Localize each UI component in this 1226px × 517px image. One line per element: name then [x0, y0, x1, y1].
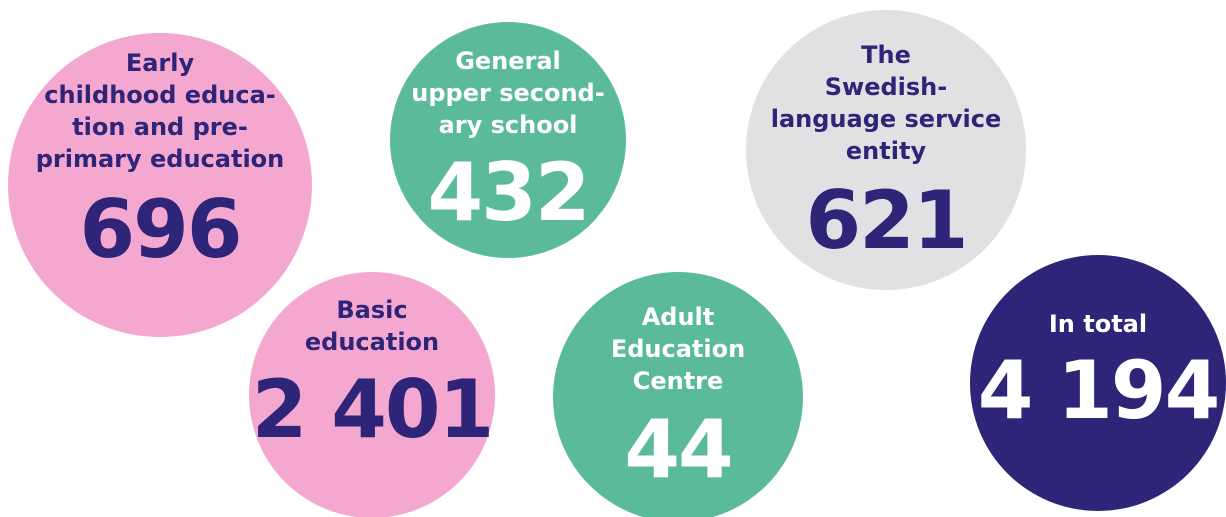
bubble-circle — [390, 22, 626, 258]
bubble-label: Swedish- — [825, 73, 947, 101]
bubble-value: 2 401 — [252, 363, 493, 456]
bubble-circle — [8, 33, 312, 337]
bubble-label: childhood educa- — [44, 81, 275, 109]
bubble-label: Education — [611, 335, 745, 363]
bubble-label: Adult — [642, 303, 715, 331]
bubble: In total 4 194 — [970, 255, 1226, 511]
bubble-label: tion and pre- — [72, 113, 248, 141]
bubble-label: General — [455, 47, 561, 75]
bubble-label: Basic — [336, 296, 407, 324]
bubble-label: Early — [126, 49, 195, 77]
bubble: Adult Education Centre 44 — [553, 272, 803, 517]
bubble-value: 4 194 — [978, 344, 1219, 437]
bubble: The Swedish-language service entity 621 — [746, 10, 1026, 290]
bubble-circle — [746, 10, 1026, 290]
bubble: General upper second-ary school 432 — [390, 22, 626, 258]
bubble-label: ary school — [439, 111, 578, 139]
bubble-label: language service — [771, 105, 1002, 133]
bubble-circle — [249, 272, 495, 517]
bubble: Early childhood educa-tion and pre-primar… — [8, 33, 312, 337]
bubble-value: 432 — [428, 146, 589, 239]
bubble: Basic education 2 401 — [249, 272, 495, 517]
bubble-label: entity — [846, 137, 927, 165]
bubble-label: In total — [1049, 310, 1147, 338]
bubble-circle — [553, 272, 803, 517]
bubble-value: 696 — [80, 183, 241, 276]
bubble-circle — [970, 255, 1226, 511]
bubble-value: 621 — [806, 174, 967, 267]
bubble-label: upper second- — [411, 79, 604, 107]
bubble-label: The — [861, 41, 911, 69]
bubble-value: 44 — [624, 403, 731, 496]
bubble-label: primary education — [36, 145, 285, 173]
bubble-label: Centre — [633, 367, 724, 395]
bubble-label: education — [305, 328, 439, 356]
